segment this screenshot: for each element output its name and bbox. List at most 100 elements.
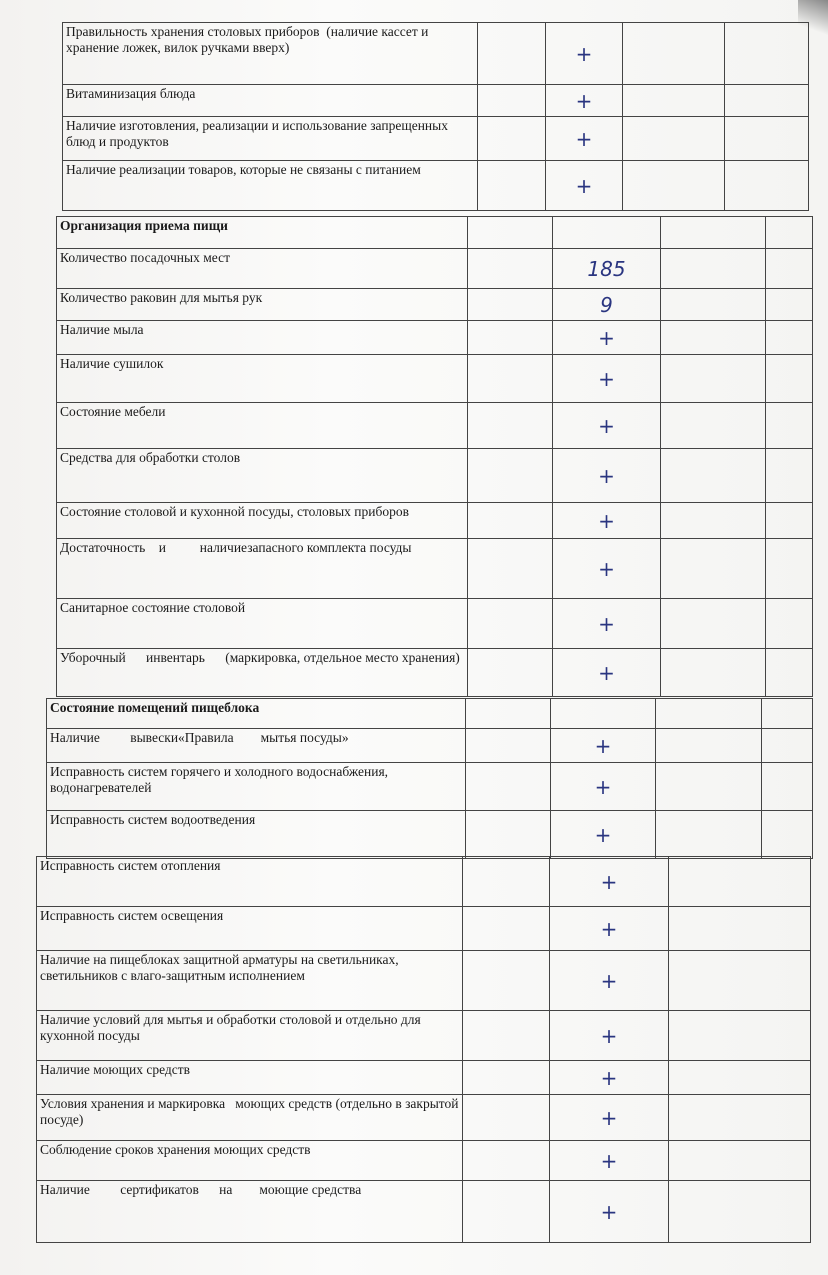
handwritten-mark [552,216,661,249]
handwritten-mark: + [549,906,669,951]
table-row: Исправность систем водоотведения + [46,810,813,859]
criterion-label: Наличие сертификатов на моющие средства [36,1180,463,1243]
handwritten-mark: + [552,502,661,539]
handwritten-mark: + [549,1060,669,1095]
empty-cell [765,538,813,599]
empty-cell [465,728,551,763]
handwritten-mark: + [550,810,656,859]
table-row: Наличие условий для мытья и обработки ст… [36,1010,811,1061]
table-row: Уборочный инвентарь (маркировка, отдельн… [56,648,813,697]
empty-cell [660,448,766,503]
empty-cell [724,116,809,161]
section-title: Организация приема пищи [56,216,468,249]
criterion-label: Состояние столовой и кухонной посуды, ст… [56,502,468,539]
empty-cell [465,762,551,811]
empty-cell [465,810,551,859]
empty-cell [467,402,553,449]
empty-cell [761,762,813,811]
empty-cell [660,538,766,599]
handwritten-mark: + [552,320,661,355]
table-row: Наличие мыла + [56,320,813,355]
empty-cell [660,502,766,539]
table-row: Количество раковин для мытья рук 9 [56,288,813,321]
table-row: Наличие реализации товаров, которые не с… [62,160,809,211]
empty-cell [467,216,553,249]
handwritten-mark: + [545,84,623,117]
empty-cell [724,84,809,117]
criterion-label: Наличие реализации товаров, которые не с… [62,160,478,211]
handwritten-mark: + [549,1140,669,1181]
table-row: Наличие моющих средств + [36,1060,811,1095]
empty-cell [765,248,813,289]
empty-cell [467,538,553,599]
table-row: Наличие сушилок + [56,354,813,403]
checklist-table: Исправность систем отопления + Исправность… [36,856,811,1243]
empty-cell [668,1094,811,1141]
empty-cell [765,648,813,697]
empty-cell [761,810,813,859]
empty-cell [660,248,766,289]
table-row: Наличие изготовления, реализации и испол… [62,116,809,161]
empty-cell [622,84,725,117]
table-row: Количество посадочных мест 185 [56,248,813,289]
empty-cell [668,1060,811,1095]
table-row: Условия хранения и маркировка моющих сре… [36,1094,811,1141]
table-row: Средства для обработки столов + [56,448,813,503]
empty-cell [467,598,553,649]
empty-cell [660,320,766,355]
handwritten-mark: 9 [552,288,661,321]
empty-cell [668,906,811,951]
criterion-label: Условия хранения и маркировка моющих сре… [36,1094,463,1141]
empty-cell [655,762,762,811]
handwritten-mark: + [552,648,661,697]
empty-cell [477,160,546,211]
criterion-label: Наличие условий для мытья и обработки ст… [36,1010,463,1061]
criterion-label: Наличие вывески«Правила мытья посуды» [46,728,466,763]
table-row: Витаминизация блюда + [62,84,809,117]
empty-cell [622,160,725,211]
empty-cell [660,354,766,403]
criterion-label: Наличие на пищеблоках защитной арматуры … [36,950,463,1011]
empty-cell [765,288,813,321]
handwritten-mark [550,698,656,729]
table-row: Наличие сертификатов на моющие средства + [36,1180,811,1243]
criterion-label: Наличие моющих средств [36,1060,463,1095]
empty-cell [467,248,553,289]
empty-cell [462,1094,550,1141]
table-row: Достаточность и наличиезапасного комплек… [56,538,813,599]
table-row: Соблюдение сроков хранения моющих средст… [36,1140,811,1181]
empty-cell [660,402,766,449]
empty-cell [462,1140,550,1181]
handwritten-mark: + [549,1094,669,1141]
empty-cell [622,22,725,85]
criterion-label: Достаточность и наличиезапасного комплек… [56,538,468,599]
empty-cell [761,728,813,763]
empty-cell [462,1180,550,1243]
table-row: Наличие на пищеблоках защитной арматуры … [36,950,811,1011]
handwritten-mark: + [552,538,661,599]
section-header-row: Состояние помещений пищеблока [46,698,813,729]
table-row: Исправность систем горячего и холодного … [46,762,813,811]
empty-cell [655,728,762,763]
criterion-label: Средства для обработки столов [56,448,468,503]
criterion-label: Исправность систем водоотведения [46,810,466,859]
handwritten-mark: 185 [552,248,661,289]
empty-cell [668,1180,811,1243]
handwritten-mark: + [545,116,623,161]
empty-cell [462,1010,550,1061]
criterion-label: Количество раковин для мытья рук [56,288,468,321]
criterion-label: Санитарное состояние столовой [56,598,468,649]
empty-cell [462,1060,550,1095]
table-section-meal-organization: Организация приема пищи Количество посадо… [56,216,813,697]
empty-cell [660,598,766,649]
criterion-label: Соблюдение сроков хранения моющих средст… [36,1140,463,1181]
empty-cell [765,216,813,249]
empty-cell [467,648,553,697]
empty-cell [660,648,766,697]
criterion-label: Исправность систем освещения [36,906,463,951]
section-title: Состояние помещений пищеблока [46,698,466,729]
empty-cell [462,906,550,951]
empty-cell [467,448,553,503]
table-section-kitchen-systems: Исправность систем отопления + Исправность… [36,856,811,1243]
criterion-label: Уборочный инвентарь (маркировка, отдельн… [56,648,468,697]
